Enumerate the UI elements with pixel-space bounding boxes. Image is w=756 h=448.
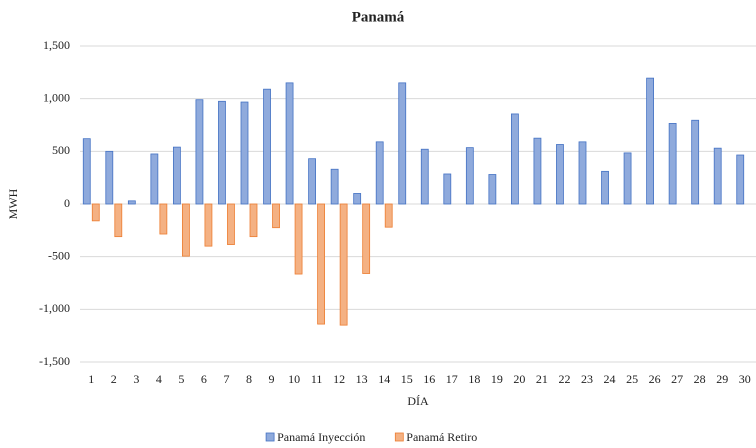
x-tick-label: 27: [671, 372, 683, 386]
y-tick-label: -1,000: [39, 301, 70, 315]
x-tick-label: 4: [156, 372, 162, 386]
y-tick-label: 1,500: [43, 38, 70, 52]
bar: [420, 148, 429, 205]
bar: [91, 203, 100, 222]
x-tick-label: 6: [201, 372, 207, 386]
y-tick-label: -1,500: [39, 354, 70, 368]
legend-label: Panamá Inyección: [277, 430, 365, 444]
y-tick-label: 0: [64, 196, 70, 210]
bar: [339, 203, 348, 326]
x-tick-label: 25: [626, 372, 638, 386]
x-tick-label: 29: [716, 372, 728, 386]
x-tick-label: 14: [378, 372, 390, 386]
bar: [668, 123, 677, 205]
x-axis-label: DÍA: [407, 394, 429, 408]
bar: [240, 101, 249, 205]
bar: [181, 203, 190, 257]
bar: [398, 82, 407, 205]
bar: [285, 82, 294, 205]
y-axis-label: MWH: [6, 188, 20, 219]
x-tick-label: 10: [288, 372, 300, 386]
bar: [533, 137, 542, 205]
bar: [443, 173, 452, 205]
x-tick-label: 24: [604, 372, 616, 386]
bar: [623, 152, 632, 205]
legend-label: Panamá Retiro: [406, 430, 477, 444]
bar: [601, 170, 609, 205]
bar: [294, 203, 303, 275]
x-tick-label: 23: [581, 372, 593, 386]
x-tick-label: 30: [739, 372, 751, 386]
bar: [488, 174, 497, 205]
bar: [578, 141, 587, 205]
bar: [375, 141, 384, 205]
bar: [82, 138, 91, 205]
x-tick-label: 7: [223, 372, 229, 386]
bar: [465, 147, 474, 205]
y-tick-label: 1,000: [43, 90, 70, 104]
x-tick-label: 19: [491, 372, 503, 386]
x-tick-label: 9: [269, 372, 275, 386]
bar: [353, 193, 362, 205]
x-tick-label: 11: [311, 372, 323, 386]
x-tick-label: 15: [401, 372, 413, 386]
bar: [556, 144, 564, 205]
bar: [105, 150, 114, 205]
x-tick-label: 17: [446, 372, 458, 386]
x-tick-label: 28: [694, 372, 706, 386]
x-tick-label: 26: [649, 372, 661, 386]
bar: [510, 113, 519, 205]
bar: [691, 119, 700, 205]
x-tick-label: 12: [333, 372, 345, 386]
x-tick-label: 1: [88, 372, 94, 386]
bar: [172, 146, 181, 205]
bar: [330, 168, 339, 205]
bar: [308, 158, 317, 205]
chart-title: Panamá: [352, 9, 405, 25]
bar: [218, 100, 226, 205]
bar: [114, 203, 123, 238]
bar: [362, 203, 371, 274]
legend-swatch: [265, 432, 275, 442]
bar: [736, 154, 745, 205]
x-tick-label: 3: [133, 372, 139, 386]
x-tick-label: 22: [558, 372, 570, 386]
bar: [127, 200, 136, 205]
y-tick-label: 500: [52, 143, 70, 157]
bar: [713, 147, 722, 205]
x-tick-label: 21: [536, 372, 548, 386]
bar: [272, 203, 280, 229]
x-tick-label: 5: [178, 372, 184, 386]
bar: [384, 203, 393, 228]
bar: [195, 99, 204, 205]
bar: [150, 153, 159, 205]
bar: [263, 88, 271, 205]
x-tick-label: 13: [356, 372, 368, 386]
bar: [204, 203, 213, 247]
x-tick-label: 18: [468, 372, 480, 386]
bar: [249, 203, 258, 238]
bar: [159, 203, 168, 235]
bar: [227, 203, 235, 245]
y-tick-label: -500: [48, 248, 70, 262]
x-tick-label: 16: [423, 372, 435, 386]
bar: [317, 203, 326, 325]
legend-swatch: [394, 432, 404, 442]
x-tick-label: 20: [513, 372, 525, 386]
bar: [646, 77, 654, 205]
x-tick-label: 8: [246, 372, 252, 386]
x-tick-label: 2: [111, 372, 117, 386]
